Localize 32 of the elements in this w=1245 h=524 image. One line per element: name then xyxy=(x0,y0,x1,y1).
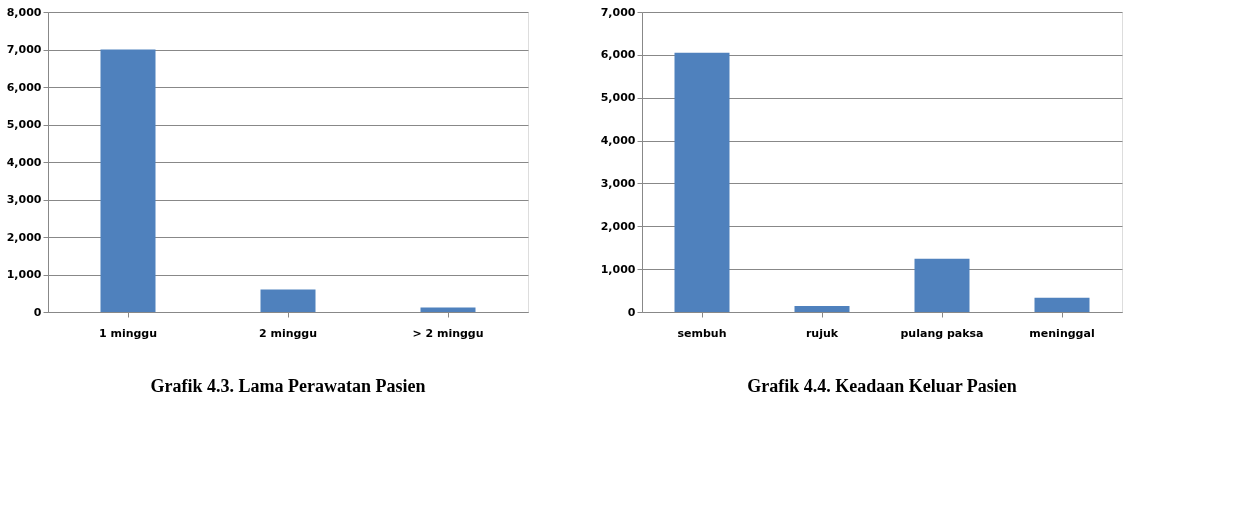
x-tick-label: > 2 minggu xyxy=(412,326,484,340)
bar xyxy=(1034,297,1090,312)
bar xyxy=(674,52,730,312)
bar xyxy=(260,289,316,312)
bar xyxy=(914,258,970,312)
x-tick-label: meninggal xyxy=(1029,326,1095,340)
y-tick-label: 5,000 xyxy=(600,91,636,105)
bar xyxy=(794,306,850,312)
y-tick-label: 0 xyxy=(627,305,636,319)
text: Grafik 4.4. Keadaan Keluar Pasien xyxy=(747,376,1017,396)
y-tick-label: 7,000 xyxy=(600,5,636,19)
y-tick-label: 4,000 xyxy=(6,155,42,169)
y-tick-label: 1,000 xyxy=(6,268,42,281)
y-tick-label: 4,000 xyxy=(600,134,636,148)
y-tick-label: 8,000 xyxy=(6,5,42,19)
y-tick-label: 6,000 xyxy=(6,80,42,94)
y-tick-label: 1,000 xyxy=(600,262,636,276)
y-tick-label: 6,000 xyxy=(600,48,636,62)
x-tick-label: 1 minggu xyxy=(98,326,158,340)
y-tick-label: 2,000 xyxy=(600,219,636,233)
y-tick-label: 3,000 xyxy=(6,193,42,206)
text: Grafik 4.3. Lama Perawatan Pasien xyxy=(150,376,426,396)
y-tick-label: 7,000 xyxy=(6,43,42,56)
x-tick-label: sembuh xyxy=(677,326,727,340)
y-tick-label: 0 xyxy=(33,305,42,319)
x-tick-label: rujuk xyxy=(805,326,839,340)
y-tick-label: 5,000 xyxy=(6,118,42,131)
y-tick-label: 2,000 xyxy=(6,230,42,244)
x-tick-label: 2 minggu xyxy=(258,326,318,340)
bar xyxy=(100,49,156,312)
x-tick-label: pulang paksa xyxy=(900,326,984,340)
y-tick-label: 3,000 xyxy=(600,176,636,190)
